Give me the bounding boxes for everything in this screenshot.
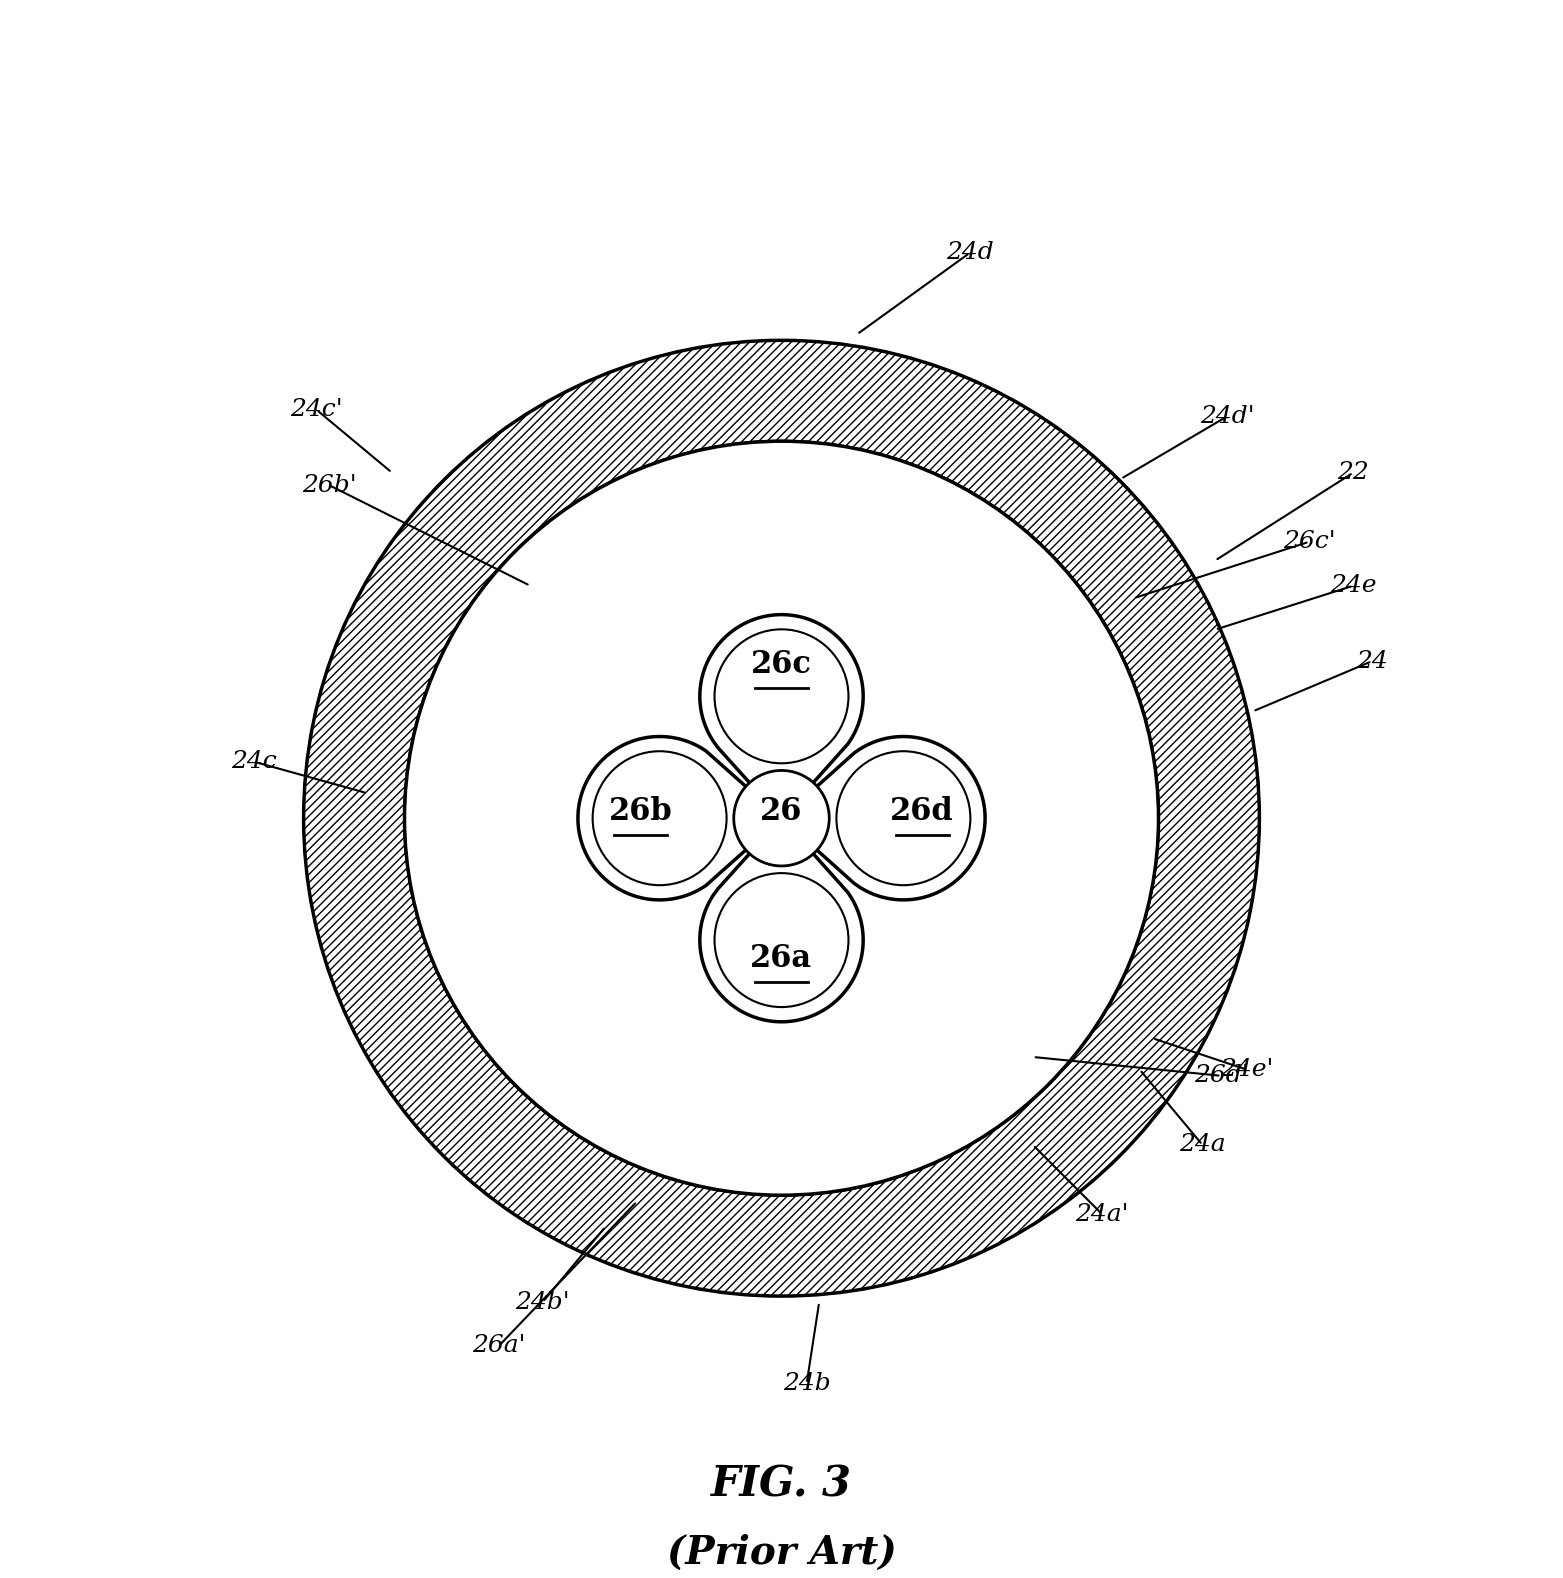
- Text: 24c': 24c': [291, 398, 342, 421]
- Circle shape: [405, 442, 1158, 1195]
- Text: FIG. 3: FIG. 3: [711, 1463, 852, 1505]
- Text: 24d: 24d: [946, 241, 994, 264]
- Text: 24a: 24a: [1179, 1133, 1225, 1157]
- Text: 26d': 26d': [1194, 1064, 1249, 1087]
- Text: 26: 26: [760, 797, 803, 827]
- Text: 24e: 24e: [1330, 574, 1377, 596]
- Text: 24b: 24b: [783, 1373, 830, 1395]
- Text: 26d: 26d: [891, 797, 953, 827]
- Text: 24b': 24b': [516, 1291, 570, 1313]
- Text: (Prior Art): (Prior Art): [667, 1534, 896, 1572]
- Text: 24e': 24e': [1219, 1057, 1274, 1081]
- PathPatch shape: [405, 442, 1158, 1195]
- Text: 26c': 26c': [1283, 530, 1336, 554]
- Text: 22: 22: [1338, 461, 1369, 484]
- Text: 26b: 26b: [610, 797, 672, 827]
- Text: 24d': 24d': [1200, 404, 1255, 428]
- Text: 24c: 24c: [231, 750, 277, 773]
- Text: 24a': 24a': [1075, 1202, 1128, 1226]
- Text: 26a': 26a': [472, 1335, 525, 1357]
- Polygon shape: [578, 615, 985, 1023]
- Text: 26c: 26c: [750, 650, 813, 680]
- Circle shape: [303, 341, 1260, 1296]
- Circle shape: [733, 770, 830, 866]
- Text: 24: 24: [1357, 650, 1388, 672]
- Text: 26b': 26b': [302, 473, 356, 497]
- Text: 26a: 26a: [750, 944, 813, 975]
- PathPatch shape: [303, 341, 1260, 1296]
